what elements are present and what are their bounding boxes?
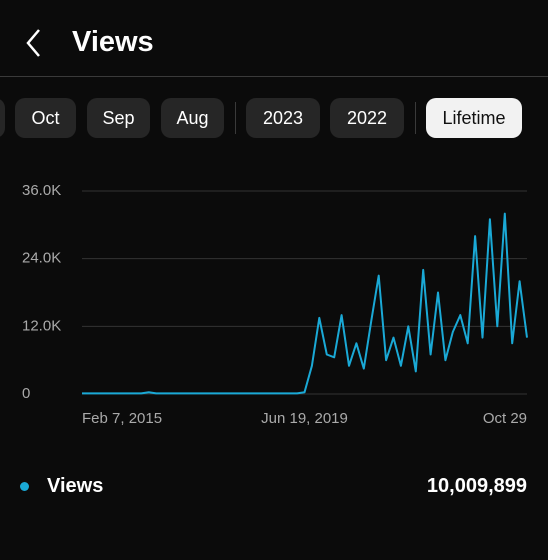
legend-total: 10,009,899 [426, 475, 527, 497]
tab[interactable]: 2022 [330, 98, 404, 138]
tab[interactable]: Oct [15, 98, 76, 138]
tab[interactable]: 2023 [246, 98, 320, 138]
x-tick-label: Oct 29 [483, 410, 527, 427]
x-tick-label: Feb 7, 2015 [82, 410, 162, 427]
separator [415, 102, 416, 134]
back-button[interactable] [24, 28, 44, 58]
tab-partial[interactable] [0, 98, 5, 138]
tab[interactable]: Aug [161, 98, 224, 138]
y-tick-label: 24.0K [22, 250, 61, 267]
legend-label: Views [47, 475, 104, 497]
line [82, 212, 528, 395]
x-tick-label: Jun 19, 2019 [261, 410, 348, 427]
y-tick-label: 0 [22, 385, 30, 402]
chart: 0 12.0K 24.0K 36.0K Feb 7, 2015 Jun 19, 2019 O… [22, 182, 528, 427]
title: Views [72, 26, 154, 58]
legend: Views 10,009,899 [0, 472, 548, 500]
tab-selected[interactable]: Lifetime [426, 98, 522, 138]
tab[interactable]: Sep [87, 98, 150, 138]
separator [235, 102, 236, 134]
legend-dot [20, 482, 29, 491]
y-tick-label: 12.0K [22, 317, 61, 334]
tabs: Oct Sep Aug 2023 2022 Lifetime [0, 98, 548, 138]
header: Views [0, 0, 548, 77]
y-tick-label: 36.0K [22, 182, 61, 199]
